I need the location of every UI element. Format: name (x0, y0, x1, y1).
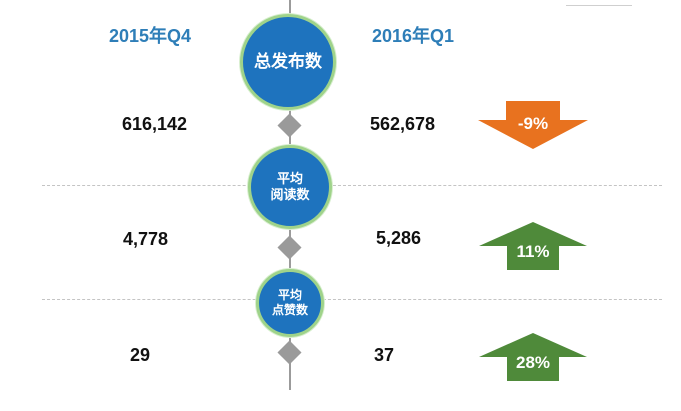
header-2015-q4: 2015年Q4 (109, 26, 192, 46)
change-total-posts: -9% (517, 114, 549, 133)
diamond-marker-2 (277, 235, 302, 260)
change-arrow-avg-reads: 11% (479, 222, 587, 270)
top-right-line (566, 0, 632, 6)
metric-label-avg-reads-line2: 阅读数 (270, 187, 310, 202)
separator-1 (42, 185, 662, 186)
change-arrow-avg-likes: 28% (479, 333, 587, 381)
metric-label-avg-likes-line2: 点赞数 (271, 303, 308, 317)
separator-2 (42, 299, 662, 300)
diamond-marker-1 (277, 113, 302, 138)
total-posts-2015q4-value: 616,142 (122, 114, 188, 134)
avg-likes-2016q1-value: 37 (374, 345, 395, 365)
change-avg-likes: 28% (515, 353, 551, 372)
change-avg-reads: 11% (516, 242, 550, 261)
avg-reads-2015q4-value: 4,778 (123, 229, 169, 249)
avg-reads-2016q1-value: 5,286 (376, 228, 422, 248)
avg-likes-2015q4-value: 29 (130, 345, 151, 365)
change-arrow-total-posts: -9% (478, 101, 588, 149)
metric-label-total-posts: 总发布数 (254, 52, 322, 72)
metric-label-circle-avg-reads: 平均 阅读数 (248, 145, 332, 229)
total-posts-2016q1-value: 562,678 (370, 114, 436, 134)
header-2016-q1: 2016年Q1 (372, 26, 455, 46)
metric-label-avg-reads-line1: 平均 (276, 170, 303, 186)
metric-label-circle-avg-likes: 平均 点赞数 (256, 269, 324, 337)
metric-label-circle-total-posts: 总发布数 (240, 14, 336, 110)
diamond-marker-3 (277, 340, 302, 365)
metric-label-avg-likes-line1: 平均 (277, 288, 302, 302)
